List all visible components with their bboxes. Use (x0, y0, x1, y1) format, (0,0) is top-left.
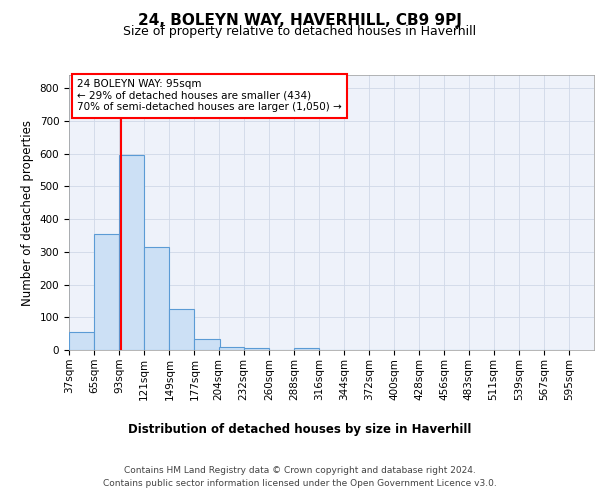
Bar (69, 332, 94, 350)
Bar (94, 234, 119, 350)
Text: 24 BOLEYN WAY: 95sqm
← 29% of detached houses are smaller (434)
70% of semi-deta: 24 BOLEYN WAY: 95sqm ← 29% of detached h… (77, 79, 341, 112)
Bar (194, 338, 220, 350)
Y-axis label: Number of detached properties: Number of detached properties (21, 120, 34, 306)
Text: Size of property relative to detached houses in Haverhill: Size of property relative to detached ho… (124, 25, 476, 38)
Bar (169, 309, 194, 350)
Text: 24, BOLEYN WAY, HAVERHILL, CB9 9PJ: 24, BOLEYN WAY, HAVERHILL, CB9 9PJ (138, 12, 462, 28)
Bar (244, 348, 269, 350)
Text: Contains HM Land Registry data © Crown copyright and database right 2024.
Contai: Contains HM Land Registry data © Crown c… (103, 466, 497, 487)
Bar (218, 346, 244, 350)
Bar (119, 155, 144, 350)
Bar (144, 247, 169, 350)
Bar (294, 348, 319, 350)
Text: Distribution of detached houses by size in Haverhill: Distribution of detached houses by size … (128, 422, 472, 436)
